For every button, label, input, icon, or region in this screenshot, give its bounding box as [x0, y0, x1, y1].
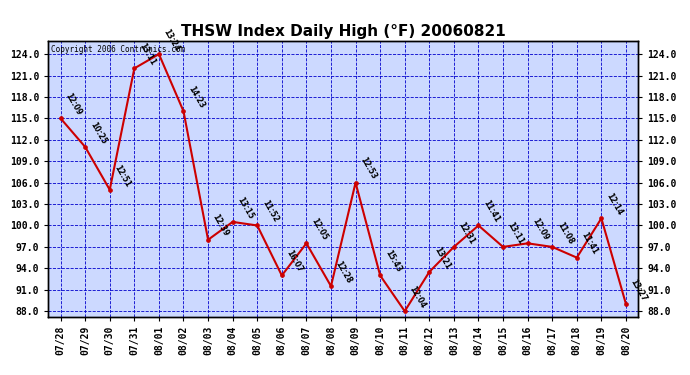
Text: 12:31: 12:31	[457, 220, 477, 246]
Text: 12:05: 12:05	[309, 217, 329, 242]
Text: 11:52: 11:52	[260, 199, 280, 224]
Title: THSW Index Daily High (°F) 20060821: THSW Index Daily High (°F) 20060821	[181, 24, 506, 39]
Text: 12:39: 12:39	[211, 213, 230, 238]
Text: 13:21: 13:21	[432, 245, 452, 270]
Text: 14:23: 14:23	[186, 84, 206, 110]
Text: 11:41: 11:41	[580, 231, 600, 256]
Text: 12:28: 12:28	[334, 259, 354, 285]
Text: 13:24: 13:24	[161, 27, 181, 53]
Text: 13:15: 13:15	[235, 195, 255, 220]
Text: 12:09: 12:09	[63, 92, 83, 117]
Text: 15:43: 15:43	[383, 249, 403, 274]
Text: 12:04: 12:04	[408, 284, 427, 310]
Text: 10:25: 10:25	[88, 120, 108, 146]
Text: Copyright 2006 Contronics.com: Copyright 2006 Contronics.com	[51, 45, 186, 54]
Text: 13:11: 13:11	[137, 42, 157, 67]
Text: 13:11: 13:11	[506, 220, 526, 246]
Text: 13:27: 13:27	[629, 277, 649, 303]
Text: 12:14: 12:14	[604, 192, 624, 217]
Text: 12:53: 12:53	[358, 156, 378, 181]
Text: 12:09: 12:09	[531, 216, 550, 242]
Text: 11:08: 11:08	[555, 220, 575, 246]
Text: 11:41: 11:41	[481, 199, 501, 224]
Text: 12:51: 12:51	[112, 163, 132, 188]
Text: 16:07: 16:07	[284, 249, 304, 274]
